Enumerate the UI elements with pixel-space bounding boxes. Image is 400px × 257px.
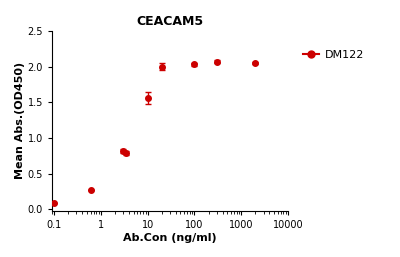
Legend: DM122: DM122 [298,45,369,64]
Title: CEACAM5: CEACAM5 [136,15,204,28]
Y-axis label: Mean Abs.(OD450): Mean Abs.(OD450) [15,62,25,179]
X-axis label: Ab.Con (ng/ml): Ab.Con (ng/ml) [123,233,217,243]
